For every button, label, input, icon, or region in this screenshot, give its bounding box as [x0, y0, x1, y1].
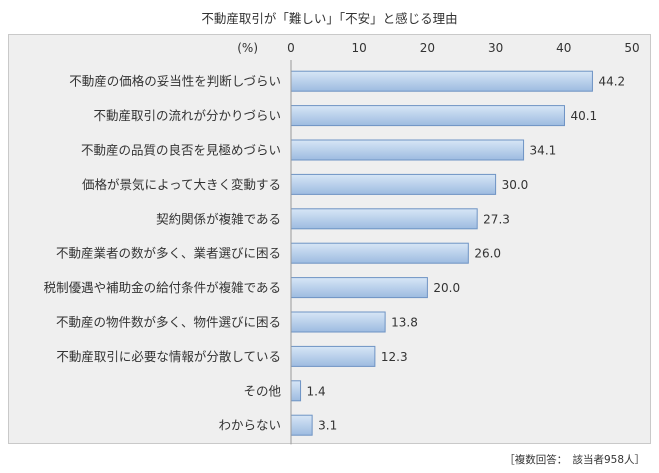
category-label: 不動産の物件数が多く、物件選びに困る — [56, 315, 281, 330]
bar — [290, 311, 386, 333]
value-label: 20.0 — [433, 281, 460, 295]
x-tick-label: 20 — [420, 41, 435, 55]
bar — [290, 277, 428, 299]
unit-label: (%) — [237, 41, 258, 55]
value-label: 44.2 — [598, 75, 625, 89]
x-tick-label: 0 — [287, 41, 295, 55]
value-label: 40.1 — [570, 109, 597, 123]
bars: 不動産の価格の妥当性を判断しづらい 44.2 不動産取引の流れが分かりづらい 40.1… — [44, 70, 625, 436]
bar — [290, 414, 313, 436]
bar — [290, 105, 565, 127]
plot-area — [8, 34, 651, 444]
category-label: 不動産の価格の妥当性を判断しづらい — [69, 74, 281, 89]
category-label: 税制優遇や補助金の給付条件が複雑である — [44, 280, 281, 295]
value-label: 13.8 — [391, 316, 418, 330]
value-label: 30.0 — [502, 178, 529, 192]
category-label: 不動産取引の流れが分かりづらい — [93, 108, 281, 123]
category-label: わからない — [218, 418, 281, 433]
value-label: 34.1 — [530, 144, 557, 158]
footnote: ［複数回答： 該当者958人］ — [504, 454, 645, 466]
x-tick-label: 50 — [624, 41, 639, 55]
bar — [290, 173, 497, 195]
x-tick-label: 40 — [556, 41, 571, 55]
value-label: 3.1 — [318, 419, 337, 433]
bar — [290, 380, 302, 402]
x-tick-label: 30 — [488, 41, 503, 55]
category-label: 不動産取引に必要な情報が分散している — [56, 349, 281, 364]
bar — [290, 208, 478, 230]
chart-title: 不動産取引が「難しい」「不安」と感じる理由 — [201, 11, 458, 26]
bar — [290, 345, 376, 367]
category-label: 価格が景気によって大きく変動する — [82, 177, 281, 192]
x-tick-label: 10 — [352, 41, 367, 55]
value-label: 12.3 — [381, 350, 408, 364]
category-label: 契約関係が複雑である — [156, 211, 281, 226]
value-label: 1.4 — [307, 384, 326, 398]
bar — [290, 242, 469, 264]
value-label: 27.3 — [483, 212, 510, 226]
x-axis-ticks: 0 10 20 30 40 50 — [287, 41, 639, 55]
category-label: 不動産業者の数が多く、業者選びに困る — [56, 246, 281, 261]
category-label: 不動産の品質の良否を見極めづらい — [81, 143, 281, 158]
bar — [290, 70, 593, 92]
value-label: 26.0 — [474, 247, 501, 261]
category-label: その他 — [243, 383, 281, 398]
bar — [290, 139, 525, 161]
